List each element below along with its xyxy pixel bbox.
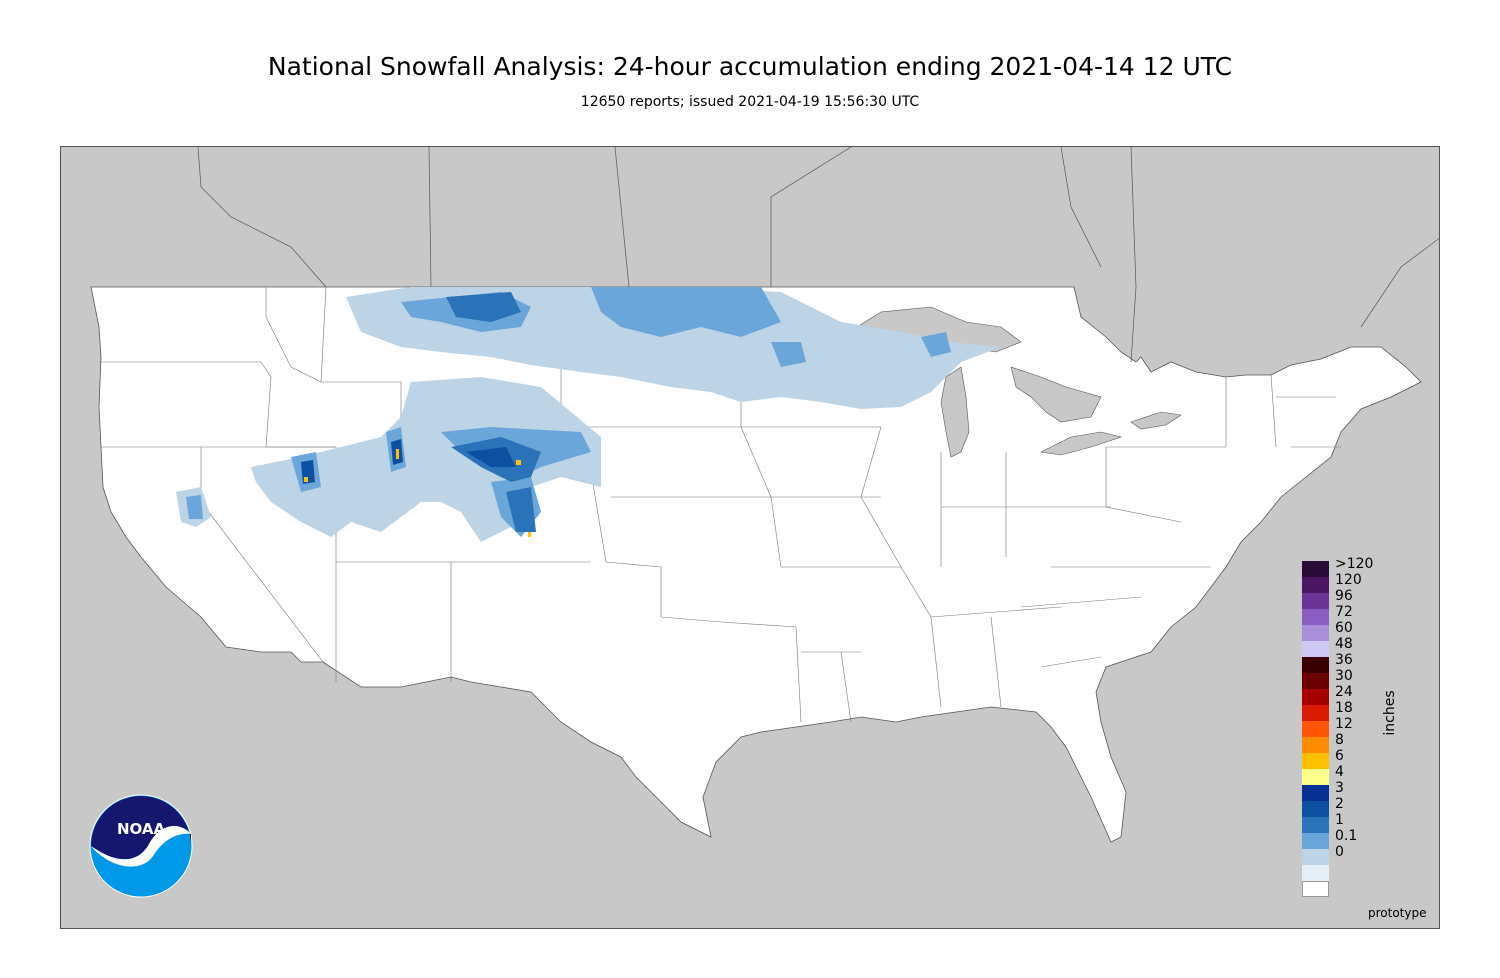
legend-units: inches <box>1382 690 1398 736</box>
legend-label: 48 <box>1335 636 1353 652</box>
legend-swatch <box>1302 609 1329 625</box>
legend-swatch <box>1302 833 1329 849</box>
legend-label: 8 <box>1335 732 1344 748</box>
map-canvas <box>90 147 1439 843</box>
snowfall-shading <box>176 287 1001 542</box>
legend-swatch <box>1302 593 1329 609</box>
legend-label: 3 <box>1335 780 1344 796</box>
legend-label: 4 <box>1335 764 1344 780</box>
legend-label: >120 <box>1335 556 1374 572</box>
noaa-logo: NOAA <box>89 794 193 902</box>
legend-label: 18 <box>1335 700 1353 716</box>
legend-label: 6 <box>1335 748 1344 764</box>
lake-erie <box>1040 431 1123 456</box>
legend-swatch <box>1302 689 1329 705</box>
legend-label: 30 <box>1335 668 1353 684</box>
map-title: National Snowfall Analysis: 24-hour accu… <box>267 52 1233 81</box>
noaa-logo-text: NOAA <box>117 820 166 838</box>
snowfall-map <box>60 146 1440 929</box>
legend-label: 60 <box>1335 620 1353 636</box>
legend-label: 2 <box>1335 796 1344 812</box>
legend-swatch <box>1302 577 1329 593</box>
legend-label: 1 <box>1335 812 1344 828</box>
legend-swatch <box>1302 657 1329 673</box>
lake-michigan <box>940 366 970 458</box>
legend-swatch <box>1302 705 1329 721</box>
legend-label: 72 <box>1335 604 1353 620</box>
legend-swatch <box>1302 641 1329 657</box>
lake-huron <box>1010 366 1102 423</box>
legend-swatch <box>1302 673 1329 689</box>
legend-swatch <box>1302 721 1329 737</box>
map-subtitle: 12650 reports; issued 2021-04-19 15:56:3… <box>580 94 920 110</box>
legend-swatch <box>1302 737 1329 753</box>
legend-swatch <box>1302 817 1329 833</box>
country-borders <box>197 147 1439 363</box>
legend-swatch <box>1302 865 1329 881</box>
legend-swatch <box>1302 785 1329 801</box>
legend-swatch <box>1302 801 1329 817</box>
legend-swatch <box>1302 625 1329 641</box>
legend-swatch <box>1302 769 1329 785</box>
legend-swatch <box>1302 753 1329 769</box>
legend-swatch <box>1302 881 1329 897</box>
legend-label: 24 <box>1335 684 1353 700</box>
legend-label: 36 <box>1335 652 1353 668</box>
legend-swatch <box>1302 849 1329 865</box>
legend-label: 0.1 <box>1335 828 1358 844</box>
prototype-label: prototype <box>1368 906 1427 920</box>
legend-label: 120 <box>1335 572 1362 588</box>
legend-label: 12 <box>1335 716 1353 732</box>
legend-label: 96 <box>1335 588 1353 604</box>
legend-label: 0 <box>1335 844 1344 860</box>
legend-swatch <box>1302 561 1329 577</box>
lake-ontario <box>1130 411 1182 430</box>
